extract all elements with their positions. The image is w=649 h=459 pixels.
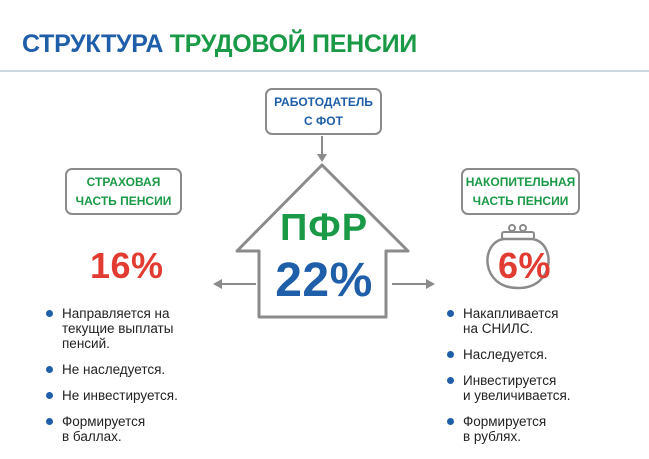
house-label: ПФР	[279, 207, 369, 249]
accumulation-box: НАКОПИТЕЛЬНАЯ ЧАСТЬ ПЕНСИИ	[461, 168, 580, 215]
employer-box: РАБОТОДАТЕЛЬ С ФОТ	[265, 88, 382, 135]
list-item: Формируется в баллах.	[46, 414, 226, 444]
bullet-text: Формируется в баллах.	[62, 414, 146, 444]
list-item: Не инвестируется.	[46, 388, 226, 403]
accumulation-line2: ЧАСТЬ ПЕНСИИ	[472, 193, 569, 208]
bullet-dot	[46, 366, 53, 373]
list-item: Наследуется.	[447, 347, 637, 362]
bullet-dot	[46, 310, 53, 317]
insurance-bullets: Направляется на текущие выплаты пенсий. …	[46, 306, 226, 455]
accumulation-percent: 6%	[498, 245, 552, 286]
title-divider	[0, 70, 649, 72]
bullet-text: Накапливается на СНИЛС.	[463, 306, 559, 336]
bullet-text: Наследуется.	[463, 347, 548, 362]
bullet-text: Не наследуется.	[62, 362, 166, 377]
arrow-right-icon	[392, 279, 435, 289]
insurance-line1: СТРАХОВАЯ	[86, 174, 161, 189]
bullet-dot	[447, 351, 454, 358]
list-item: Направляется на текущие выплаты пенсий.	[46, 306, 226, 351]
insurance-box: СТРАХОВАЯ ЧАСТЬ ПЕНСИИ	[65, 168, 182, 215]
employer-line2: С ФОТ	[304, 113, 343, 128]
bullet-text: Не инвестируется.	[62, 388, 178, 403]
bullet-text: Направляется на текущие выплаты пенсий.	[62, 306, 174, 351]
accumulation-line1: НАКОПИТЕЛЬНАЯ	[465, 174, 576, 189]
title-part-green: ТРУДОВОЙ ПЕНСИИ	[169, 30, 417, 58]
bullet-dot	[447, 418, 454, 425]
page-title: СТРУКТУРА ТРУДОВОЙ ПЕНСИИ	[22, 30, 417, 59]
bullet-dot	[447, 310, 454, 317]
title-part-blue: СТРУКТУРА	[22, 30, 164, 58]
bullet-text: Инвестируется и увеличивается.	[463, 373, 571, 403]
arrow-down-icon	[317, 136, 327, 162]
bullet-dot	[46, 418, 53, 425]
arrow-left-icon	[213, 279, 256, 289]
bullet-dot	[46, 392, 53, 399]
insurance-percent: 16%	[90, 245, 164, 286]
purse-icon	[486, 224, 550, 290]
list-item: Формируется в рублях.	[447, 414, 637, 444]
employer-line1: РАБОТОДАТЕЛЬ	[274, 94, 373, 109]
house-icon	[235, 163, 410, 319]
list-item: Инвестируется и увеличивается.	[447, 373, 637, 403]
list-item: Не наследуется.	[46, 362, 226, 377]
insurance-line2: ЧАСТЬ ПЕНСИИ	[75, 193, 172, 208]
bullet-dot	[447, 377, 454, 384]
bullet-text: Формируется в рублях.	[463, 414, 547, 444]
list-item: Накапливается на СНИЛС.	[447, 306, 637, 336]
accumulation-bullets: Накапливается на СНИЛС. Наследуется. Инв…	[447, 306, 637, 455]
house-value: 22%	[275, 254, 373, 307]
